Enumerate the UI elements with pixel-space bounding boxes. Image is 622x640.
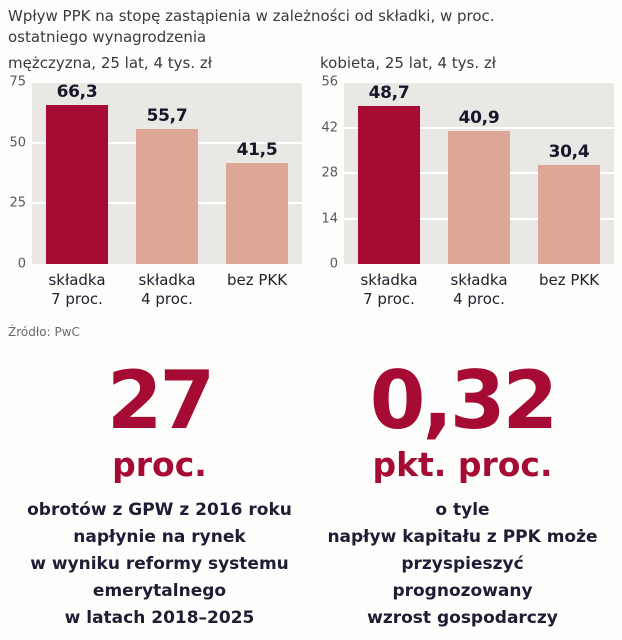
stat-description: obrotów z GPW z 2016 roku napłynie na ry… <box>27 500 292 628</box>
bar <box>46 105 108 264</box>
y-tick-label: 0 <box>17 256 26 272</box>
bar-group: 41,5 <box>212 82 302 264</box>
chart-women-body: 0 14 28 42 56 48,7 40,9 30,4 <box>320 75 614 272</box>
x-tick-label: składka 7 proc. <box>48 271 106 308</box>
bar-value-label: 55,7 <box>146 105 188 126</box>
stat-description: o tyle napływ kapitału z PPK może przysp… <box>327 500 598 628</box>
bar-value-label: 40,9 <box>458 108 500 129</box>
plot-area: 48,7 40,9 30,4 <box>344 81 614 264</box>
bar-group: 55,7 <box>122 82 212 264</box>
bar <box>136 128 198 264</box>
y-axis: 0 25 50 75 <box>8 75 32 272</box>
bar <box>448 131 510 264</box>
chart-men: mężczyzna, 25 lat, 4 tys. zł 0 25 50 75 66,… <box>8 54 302 309</box>
y-tick-label: 42 <box>321 120 338 135</box>
x-axis-labels: składka 7 proc. składka 4 proc. bez PKK <box>32 271 302 309</box>
bar <box>358 105 420 264</box>
chart-women-subtitle: kobieta, 25 lat, 4 tys. zł <box>320 54 497 72</box>
y-tick-label: 50 <box>9 135 26 151</box>
bar-value-label: 30,4 <box>548 142 590 163</box>
y-tick-label: 14 <box>321 211 338 226</box>
stat-number: 27 <box>106 354 215 447</box>
chart-men-subtitle: mężczyzna, 25 lat, 4 tys. zł <box>8 54 213 72</box>
gridline <box>344 81 614 83</box>
plot-area: 66,3 55,7 41,5 <box>32 81 302 264</box>
x-tick-label: składka 4 proc. <box>450 271 508 308</box>
charts-row: mężczyzna, 25 lat, 4 tys. zł 0 25 50 75 66,… <box>8 54 614 309</box>
stat-number: 0,32 <box>369 354 558 447</box>
x-axis-labels: składka 7 proc. składka 4 proc. bez PKK <box>344 271 614 309</box>
bar <box>538 165 600 264</box>
bar-group: 48,7 <box>344 82 434 264</box>
x-tick-label: składka 7 proc. <box>360 271 418 308</box>
bars: 66,3 55,7 41,5 <box>32 82 302 264</box>
stat-gpw-share: 27 proc. obrotów z GPW z 2016 roku napły… <box>8 361 311 632</box>
x-tick-label: bez PKK <box>226 271 288 289</box>
bar <box>226 163 288 264</box>
gridline <box>344 126 614 129</box>
bar-group: 66,3 <box>32 82 122 264</box>
bar-value-label: 48,7 <box>368 82 410 103</box>
stat-unit: pkt. proc. <box>372 445 553 484</box>
x-tick-label: bez PKK <box>538 271 600 289</box>
bar-value-label: 66,3 <box>56 82 98 102</box>
stat-gdp-growth: 0,32 pkt. proc. o tyle napływ kapitału z… <box>311 361 614 632</box>
y-tick-label: 25 <box>9 195 26 211</box>
page-title: Wpływ PPK na stopę zastąpienia w zależno… <box>8 7 495 46</box>
x-tick-label: składka 4 proc. <box>138 271 196 308</box>
bar-group: 30,4 <box>524 82 614 264</box>
bars: 48,7 40,9 30,4 <box>344 82 614 264</box>
y-tick-label: 28 <box>321 165 338 181</box>
stat-unit: proc. <box>112 445 207 484</box>
chart-women: kobieta, 25 lat, 4 tys. zł 0 14 28 42 56 48,… <box>320 54 614 309</box>
y-tick-label: 0 <box>329 256 338 272</box>
chart-men-body: 0 25 50 75 66,3 55,7 41,5 <box>8 75 302 272</box>
source-note: Źródło: PwC <box>8 325 80 339</box>
bar-group: 40,9 <box>434 82 524 264</box>
y-tick-label: 56 <box>321 74 338 90</box>
y-tick-label: 75 <box>9 74 26 90</box>
stats-row: 27 proc. obrotów z GPW z 2016 roku napły… <box>8 361 614 632</box>
y-axis: 0 14 28 42 56 <box>320 75 344 272</box>
gridline <box>32 81 302 83</box>
bar-value-label: 41,5 <box>236 140 278 161</box>
